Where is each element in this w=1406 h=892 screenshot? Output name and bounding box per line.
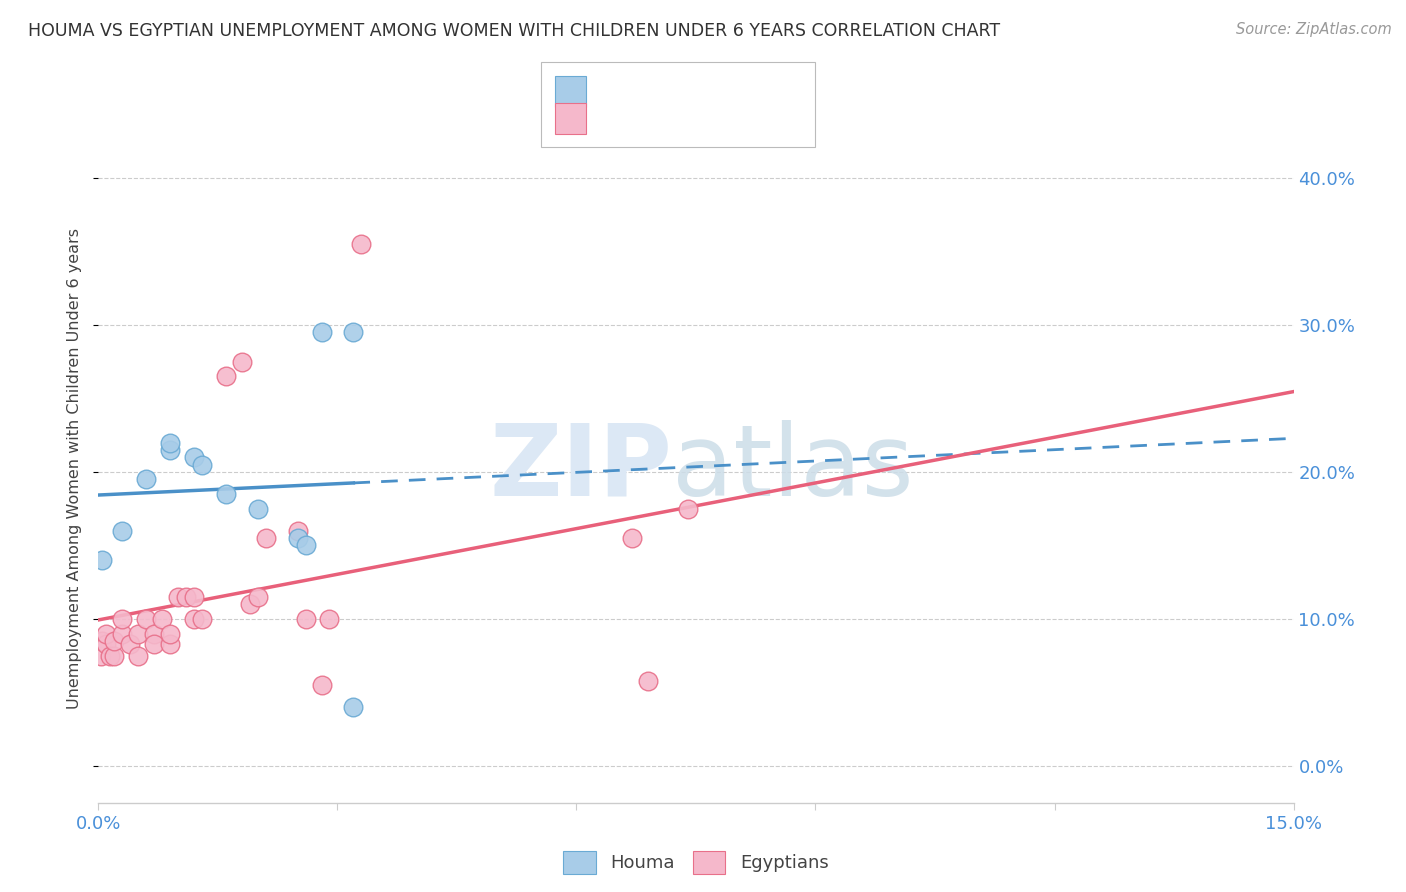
Point: [215, 487, 238, 501]
Y-axis label: Unemployment Among Women with Children Under 6 years: Unemployment Among Women with Children U…: [67, 227, 83, 709]
Point: [183, 450, 205, 465]
Point: [91, 553, 114, 567]
Point: [183, 612, 205, 626]
Point: [127, 648, 149, 663]
Point: [159, 435, 181, 450]
Text: N =: N =: [696, 82, 748, 101]
Point: [159, 626, 181, 640]
Point: [191, 612, 214, 626]
Point: [342, 326, 364, 340]
Point: [246, 501, 269, 516]
Point: [159, 442, 181, 457]
Point: [127, 626, 149, 640]
Point: [676, 501, 699, 516]
Point: [143, 637, 166, 651]
Text: 0.239: 0.239: [637, 109, 693, 128]
Legend: Houma, Egyptians: Houma, Egyptians: [557, 844, 835, 880]
Point: [174, 590, 197, 604]
Point: [96, 637, 118, 651]
Text: 14: 14: [735, 82, 761, 101]
Text: R =: R =: [598, 82, 637, 101]
Point: [254, 531, 277, 545]
Text: N =: N =: [696, 109, 748, 128]
Point: [311, 326, 333, 340]
Text: R =: R =: [598, 109, 637, 128]
Point: [183, 590, 205, 604]
Point: [159, 637, 181, 651]
Point: [111, 626, 134, 640]
Point: [318, 612, 340, 626]
Point: [287, 531, 309, 545]
Point: [103, 648, 125, 663]
Point: [239, 597, 262, 611]
Point: [135, 472, 157, 486]
Point: [215, 369, 238, 384]
Point: [143, 626, 166, 640]
Point: [287, 524, 309, 538]
Point: [294, 539, 316, 553]
Point: [111, 612, 134, 626]
Point: [96, 626, 118, 640]
Text: Source: ZipAtlas.com: Source: ZipAtlas.com: [1236, 22, 1392, 37]
Text: atlas: atlas: [672, 420, 914, 516]
Point: [167, 590, 190, 604]
Text: 0.133: 0.133: [637, 82, 693, 101]
Point: [191, 458, 214, 472]
Point: [100, 648, 122, 663]
Point: [120, 637, 142, 651]
Point: [111, 524, 134, 538]
Point: [150, 612, 173, 626]
Text: ZIP: ZIP: [489, 420, 672, 516]
Point: [91, 634, 114, 648]
Text: HOUMA VS EGYPTIAN UNEMPLOYMENT AMONG WOMEN WITH CHILDREN UNDER 6 YEARS CORRELATI: HOUMA VS EGYPTIAN UNEMPLOYMENT AMONG WOM…: [28, 22, 1000, 40]
Point: [135, 612, 157, 626]
Point: [103, 634, 125, 648]
Point: [311, 678, 333, 692]
Point: [294, 612, 316, 626]
Point: [621, 531, 644, 545]
Point: [342, 700, 364, 714]
Point: [350, 237, 373, 252]
Text: 36: 36: [735, 109, 761, 128]
Point: [637, 673, 659, 688]
Point: [231, 354, 253, 368]
Point: [246, 590, 269, 604]
Point: [90, 648, 112, 663]
